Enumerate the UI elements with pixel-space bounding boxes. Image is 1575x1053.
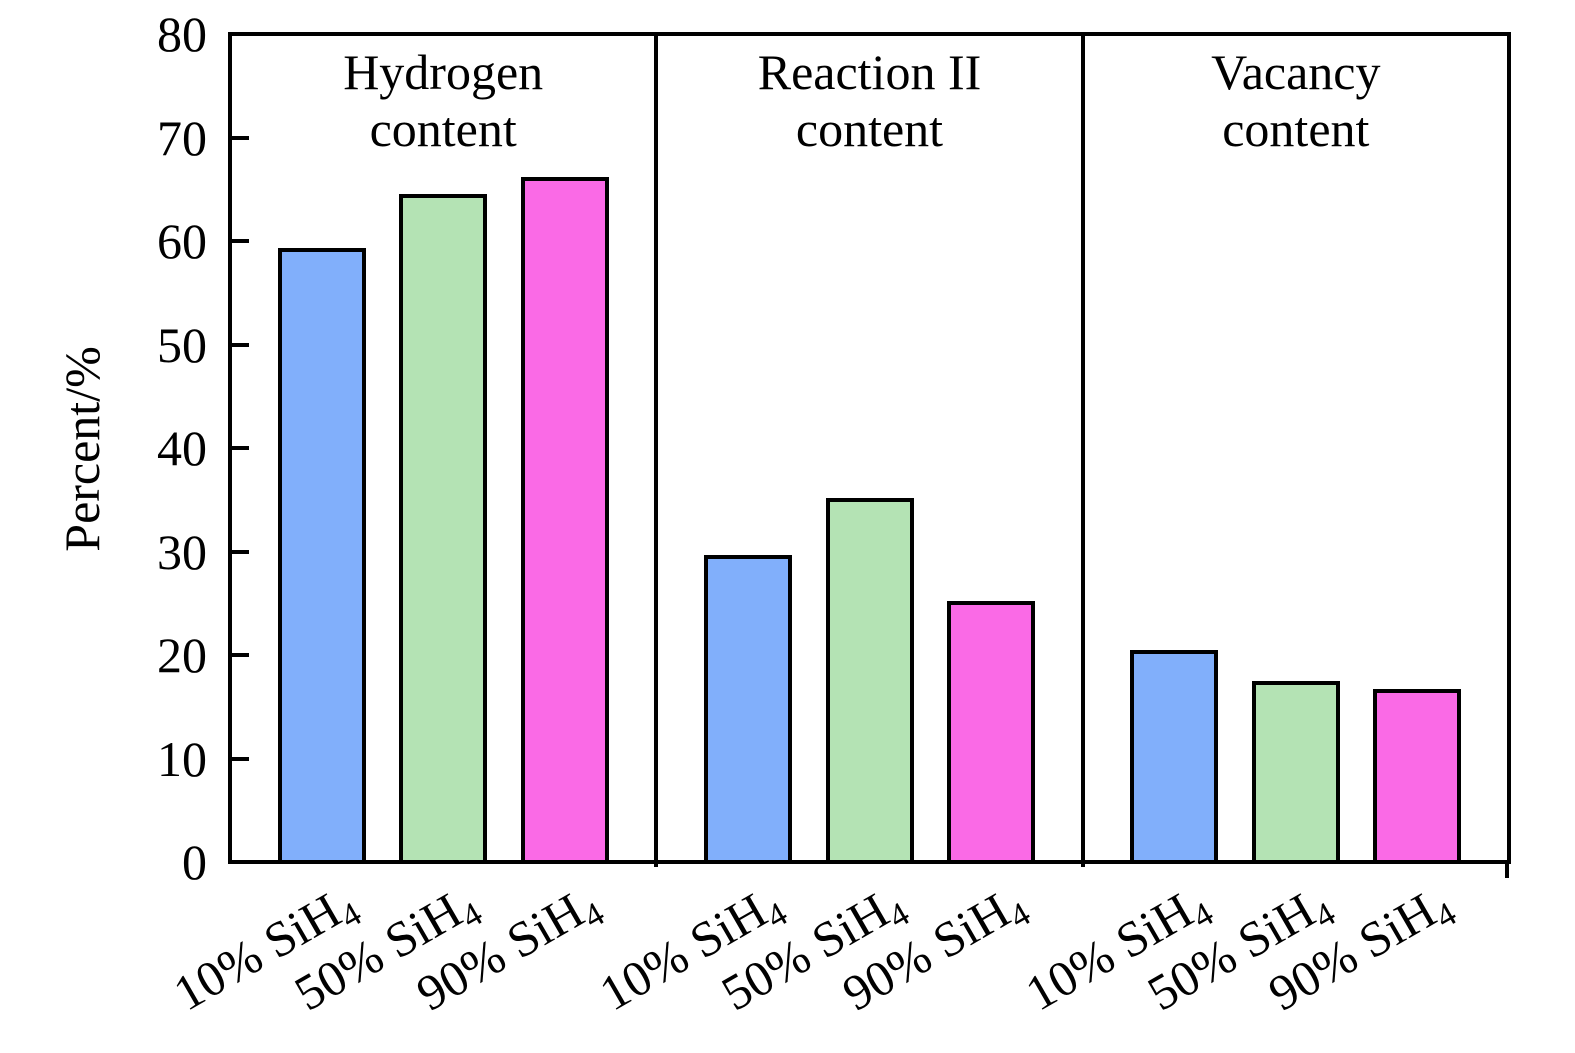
- y-tick-label-80: 80: [157, 6, 207, 62]
- panel-title: Vacancy content: [1211, 44, 1381, 157]
- y-tick-label-10: 10: [157, 730, 207, 787]
- bar-panel2-90% SiH4: [947, 601, 1035, 864]
- y-tick-label-0: 0: [182, 834, 207, 890]
- y-tick-label-70: 70: [157, 109, 207, 166]
- y-tick-mark: [232, 549, 249, 554]
- bar-panel2-50% SiH4: [825, 497, 914, 864]
- panel-divider: [654, 34, 659, 867]
- y-tick-mark: [232, 239, 249, 243]
- bar-panel1-10% SiH4: [277, 248, 366, 864]
- y-tick-mark: [232, 135, 249, 140]
- y-tick-label-20: 20: [157, 627, 207, 683]
- x-edge-tick: [1505, 862, 1509, 878]
- bar-panel2-10% SiH4: [703, 554, 792, 864]
- y-tick-label-30: 30: [157, 523, 207, 580]
- y-tick-label-50: 50: [157, 316, 207, 373]
- bar-panel1-90% SiH4: [520, 176, 609, 864]
- panel-divider: [1080, 34, 1085, 867]
- bar-panel3-90% SiH4: [1373, 689, 1462, 864]
- y-tick-mark: [232, 342, 249, 347]
- bar-panel1-50% SiH4: [399, 194, 488, 864]
- panel-title: Reaction II content: [757, 44, 982, 157]
- y-tick-label-40: 40: [157, 420, 207, 476]
- y-tick-mark: [232, 446, 249, 450]
- y-tick-mark: [232, 756, 249, 761]
- y-tick-mark: [232, 653, 249, 657]
- y-tick-label-60: 60: [157, 213, 207, 269]
- bar-panel3-10% SiH4: [1130, 649, 1219, 864]
- panel-title: Hydrogen content: [343, 44, 544, 157]
- bar-panel3-50% SiH4: [1251, 680, 1340, 864]
